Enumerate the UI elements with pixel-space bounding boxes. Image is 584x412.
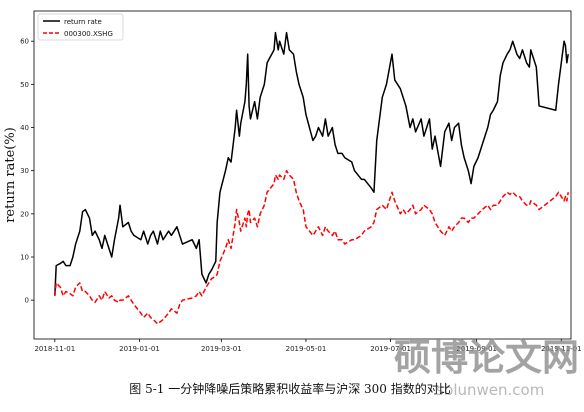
x-tick-label: 2019-09-01 <box>456 345 497 353</box>
watermark-url: sblunwen.com <box>436 381 544 399</box>
watermark-logo-text: 硕博论文网 <box>394 335 579 379</box>
series-line-return-rate <box>54 31 569 296</box>
x-tick-label: 2018-11-01 <box>34 345 75 353</box>
x-tick-label: 2019-03-01 <box>201 345 242 353</box>
legend: return rate 000300.XSHG <box>37 13 124 41</box>
y-tick-label: 0 <box>25 297 29 305</box>
y-tick-label: 30 <box>20 167 29 175</box>
y-tick-label: 20 <box>20 210 29 218</box>
y-tick-label: 60 <box>20 38 29 46</box>
series-lines <box>54 31 569 325</box>
legend-label-000300: 000300.XSHG <box>64 30 113 38</box>
x-tick-label: 2019-11-01 <box>541 345 582 353</box>
y-axis: 0 10 20 30 40 50 60 <box>20 38 34 305</box>
x-tick-label: 2019-05-01 <box>286 345 327 353</box>
figure-caption: 图 5-1 一分钟降噪后策略累积收益率与沪深 300 指数的对比 <box>129 381 451 396</box>
y-tick-label: 50 <box>20 81 29 89</box>
series-line-000300 <box>54 169 569 325</box>
x-tick-label: 2019-01-01 <box>119 345 160 353</box>
y-tick-label: 40 <box>20 124 29 132</box>
plot-area <box>33 10 572 340</box>
x-tick-label: 2019-07-01 <box>370 345 411 353</box>
y-tick-label: 10 <box>20 254 29 262</box>
watermark: 硕博论文网 sblunwen.com <box>394 335 579 399</box>
legend-label-return-rate: return rate <box>64 18 102 26</box>
y-axis-label: return rate(%) <box>3 127 18 223</box>
x-axis: 2018-11-01 2019-01-01 2019-03-01 2019-05-01… <box>34 339 582 353</box>
